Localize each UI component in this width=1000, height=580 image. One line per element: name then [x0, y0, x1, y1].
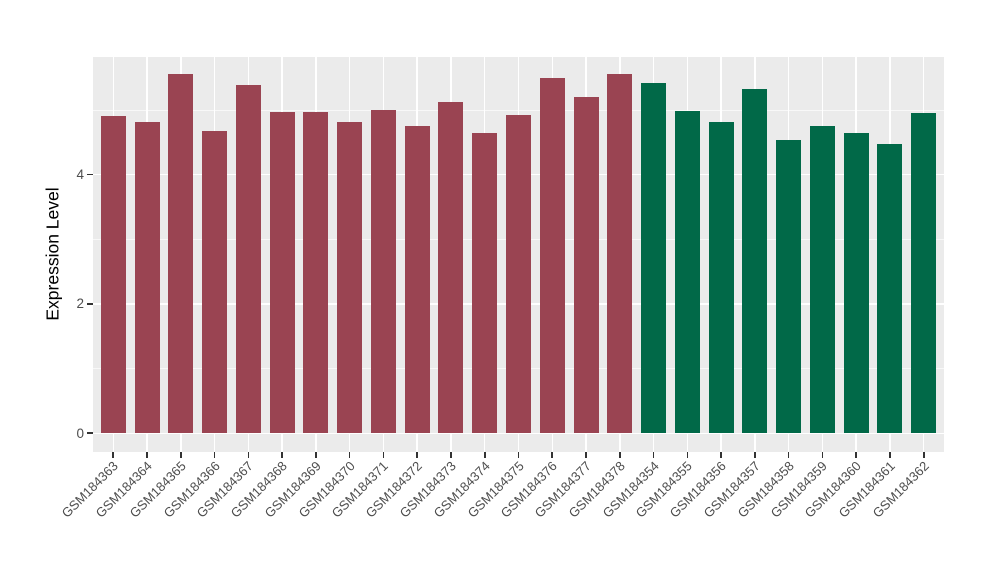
- x-tick-mark: [483, 452, 486, 458]
- x-tick-mark: [281, 452, 283, 458]
- bar: [235, 85, 261, 434]
- y-tick-mark: [87, 303, 93, 305]
- x-tick-mark: [382, 452, 385, 458]
- bar: [708, 122, 734, 434]
- x-tick-mark: [517, 452, 520, 458]
- x-tick-mark: [112, 452, 115, 458]
- x-tick-mark: [619, 452, 621, 458]
- bar: [573, 97, 599, 434]
- x-tick-mark: [922, 452, 925, 458]
- y-tick-mark: [87, 432, 93, 435]
- x-tick-mark: [348, 452, 351, 458]
- x-tick-mark: [889, 452, 891, 458]
- x-tick-mark: [855, 452, 857, 458]
- bar: [877, 144, 903, 434]
- bar: [168, 74, 194, 434]
- bar: [742, 89, 768, 434]
- y-tick-label: 4: [76, 167, 84, 183]
- x-tick-mark: [720, 452, 722, 458]
- bar: [202, 130, 228, 434]
- y-tick-mark: [87, 173, 93, 176]
- bar: [472, 133, 498, 434]
- bar: [843, 133, 869, 434]
- plot-panel: [93, 57, 944, 452]
- y-tick-label: 2: [76, 296, 84, 312]
- x-tick-mark: [686, 452, 689, 458]
- x-tick-mark: [416, 452, 418, 458]
- bar: [370, 110, 396, 434]
- bar: [539, 78, 565, 434]
- x-tick-mark: [787, 452, 790, 458]
- x-tick-mark: [146, 452, 148, 458]
- bar: [100, 116, 126, 434]
- bar: [134, 121, 160, 434]
- bar: [911, 113, 937, 434]
- x-tick-mark: [213, 452, 216, 458]
- bar: [776, 139, 802, 434]
- bar: [438, 102, 464, 434]
- x-tick-mark: [585, 452, 587, 458]
- y-tick-label: 0: [76, 425, 84, 441]
- x-tick-mark: [247, 452, 250, 458]
- x-tick-mark: [821, 452, 824, 458]
- x-tick-mark: [180, 452, 182, 458]
- bar: [506, 115, 531, 434]
- bar: [303, 111, 329, 434]
- x-tick-mark: [652, 452, 655, 458]
- x-tick-mark: [450, 452, 452, 458]
- x-tick-mark: [754, 452, 756, 458]
- bar: [337, 122, 363, 434]
- gridline-major: [93, 432, 944, 434]
- bar: [674, 110, 700, 434]
- x-tick-mark: [315, 452, 317, 458]
- bar: [269, 111, 295, 434]
- gridline-minor: [93, 109, 944, 111]
- x-tick-mark: [551, 452, 554, 458]
- bar: [641, 82, 667, 434]
- bar: [809, 126, 835, 434]
- bar: [607, 74, 633, 434]
- bar: [404, 125, 430, 434]
